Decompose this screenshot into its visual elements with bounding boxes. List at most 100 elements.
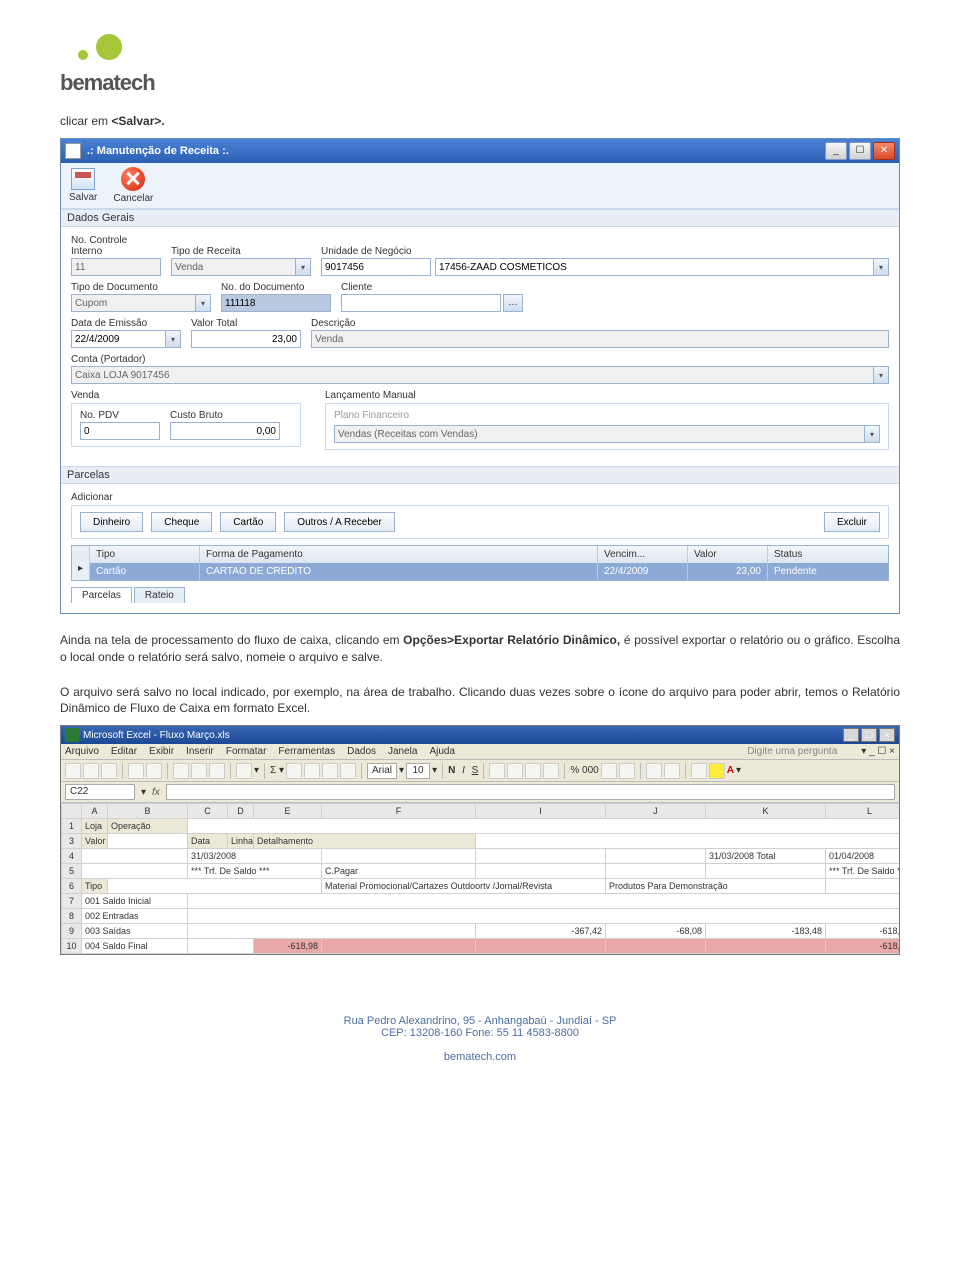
- copy-icon[interactable]: [191, 763, 207, 779]
- formula-input[interactable]: [166, 784, 895, 800]
- sort-desc-icon[interactable]: [304, 763, 320, 779]
- chevron-down-icon[interactable]: ▾: [295, 258, 311, 276]
- rowhdr[interactable]: 7: [62, 894, 82, 909]
- fontcolor-icon[interactable]: A: [727, 765, 734, 776]
- cut-icon[interactable]: [173, 763, 189, 779]
- indent-dec-icon[interactable]: [646, 763, 662, 779]
- dec-dec-icon[interactable]: [619, 763, 635, 779]
- chevron-down-icon[interactable]: ▾: [873, 366, 889, 384]
- chevron-down-icon[interactable]: ▾: [165, 330, 181, 348]
- merge-icon[interactable]: [543, 763, 559, 779]
- col-status[interactable]: Status: [768, 546, 888, 563]
- input-valor-total[interactable]: [191, 330, 301, 348]
- excluir-button[interactable]: Excluir: [824, 512, 880, 532]
- corner-cell[interactable]: [62, 804, 82, 819]
- fontsize-select[interactable]: 10: [406, 763, 430, 779]
- excel-max-button[interactable]: ☐: [861, 728, 877, 742]
- close-button[interactable]: ✕: [873, 142, 895, 160]
- align-right-icon[interactable]: [525, 763, 541, 779]
- colhdr[interactable]: A: [82, 804, 108, 819]
- menu-inserir[interactable]: Inserir: [186, 746, 214, 757]
- sort-asc-icon[interactable]: [286, 763, 302, 779]
- italic-icon[interactable]: I: [462, 765, 465, 776]
- input-custo-bruto[interactable]: [170, 422, 280, 440]
- col-tipo[interactable]: Tipo: [90, 546, 200, 563]
- col-vencim[interactable]: Vencim...: [598, 546, 688, 563]
- chevron-down-icon[interactable]: ▾: [864, 425, 880, 443]
- table-row[interactable]: 10 004 Saldo Final -618,98 -618,98 -349,…: [62, 939, 900, 954]
- rowhdr[interactable]: 3: [62, 834, 82, 849]
- currency-icon[interactable]: % 000: [570, 765, 598, 776]
- dinheiro-button[interactable]: Dinheiro: [80, 512, 143, 532]
- rowhdr[interactable]: 6: [62, 879, 82, 894]
- cartao-button[interactable]: Cartão: [220, 512, 276, 532]
- outros-button[interactable]: Outros / A Receber: [284, 512, 395, 532]
- rowhdr[interactable]: 8: [62, 909, 82, 924]
- fill-icon[interactable]: [709, 763, 725, 779]
- menu-arquivo[interactable]: Arquivo: [65, 746, 99, 757]
- colhdr[interactable]: E: [254, 804, 322, 819]
- table-row[interactable]: 8 002 Entradas: [62, 909, 900, 924]
- fx-icon[interactable]: fx: [152, 787, 160, 798]
- chevron-down-icon[interactable]: ▾: [873, 258, 889, 276]
- lookup-cliente-button[interactable]: …: [503, 294, 523, 312]
- select-tipo-doc[interactable]: [71, 294, 195, 312]
- table-row[interactable]: 3 Valor Data Linha Detalhamento: [62, 834, 900, 849]
- input-unidade-code[interactable]: [321, 258, 431, 276]
- align-left-icon[interactable]: [489, 763, 505, 779]
- menu-exibir[interactable]: Exibir: [149, 746, 174, 757]
- menu-dados[interactable]: Dados: [347, 746, 376, 757]
- input-no-doc[interactable]: [221, 294, 331, 312]
- rowhdr[interactable]: 9: [62, 924, 82, 939]
- cancel-button[interactable]: Cancelar: [113, 167, 153, 204]
- col-valor[interactable]: Valor: [688, 546, 768, 563]
- tab-rateio[interactable]: Rateio: [134, 587, 185, 603]
- save-icon[interactable]: [101, 763, 117, 779]
- bold-icon[interactable]: N: [448, 765, 455, 776]
- select-tipo-receita[interactable]: [171, 258, 295, 276]
- rowhdr[interactable]: 4: [62, 849, 82, 864]
- menu-ajuda[interactable]: Ajuda: [429, 746, 455, 757]
- border-icon[interactable]: [691, 763, 707, 779]
- grid-row[interactable]: ▸ Cartão CARTAO DE CREDITO 22/4/2009 23,…: [72, 563, 888, 580]
- colhdr[interactable]: I: [476, 804, 606, 819]
- colhdr[interactable]: F: [322, 804, 476, 819]
- font-select[interactable]: Arial: [367, 763, 397, 779]
- menu-janela[interactable]: Janela: [388, 746, 417, 757]
- chevron-down-icon[interactable]: ▾: [195, 294, 211, 312]
- worksheet[interactable]: A B C D E F I J K L M 1 Loja Operação: [61, 803, 899, 954]
- select-unidade-name[interactable]: [435, 258, 873, 276]
- underline-icon[interactable]: S: [472, 765, 479, 776]
- table-row[interactable]: 6 Tipo Material Promocional/Cartazes Out…: [62, 879, 900, 894]
- open-icon[interactable]: [83, 763, 99, 779]
- indent-inc-icon[interactable]: [664, 763, 680, 779]
- save-button[interactable]: Salvar: [69, 168, 97, 203]
- excel-close-button[interactable]: ×: [879, 728, 895, 742]
- preview-icon[interactable]: [146, 763, 162, 779]
- help-icon[interactable]: [340, 763, 356, 779]
- table-row[interactable]: 7 001 Saldo Inicial -618,98: [62, 894, 900, 909]
- colhdr[interactable]: B: [108, 804, 188, 819]
- rowhdr[interactable]: 10: [62, 939, 82, 954]
- menu-ferramentas[interactable]: Ferramentas: [278, 746, 335, 757]
- dec-inc-icon[interactable]: [601, 763, 617, 779]
- colhdr[interactable]: K: [706, 804, 826, 819]
- colhdr[interactable]: L: [826, 804, 899, 819]
- new-icon[interactable]: [65, 763, 81, 779]
- select-plano-fin[interactable]: [334, 425, 864, 443]
- select-conta[interactable]: [71, 366, 873, 384]
- help-question[interactable]: Digite uma pergunta: [747, 746, 837, 757]
- input-data-emissao[interactable]: [71, 330, 165, 348]
- input-no-pdv[interactable]: [80, 422, 160, 440]
- table-row[interactable]: 9 003 Saídas -367,42 -68,08 -183,48 -618…: [62, 924, 900, 939]
- align-center-icon[interactable]: [507, 763, 523, 779]
- colhdr[interactable]: J: [606, 804, 706, 819]
- table-row[interactable]: 4 31/03/2008 31/03/2008 Total 01/04/2008: [62, 849, 900, 864]
- menu-formatar[interactable]: Formatar: [226, 746, 267, 757]
- colhdr[interactable]: C: [188, 804, 228, 819]
- col-forma[interactable]: Forma de Pagamento: [200, 546, 598, 563]
- namebox[interactable]: C22: [65, 784, 135, 800]
- cheque-button[interactable]: Cheque: [151, 512, 212, 532]
- table-row[interactable]: 1 Loja Operação: [62, 819, 900, 834]
- chart-icon[interactable]: [322, 763, 338, 779]
